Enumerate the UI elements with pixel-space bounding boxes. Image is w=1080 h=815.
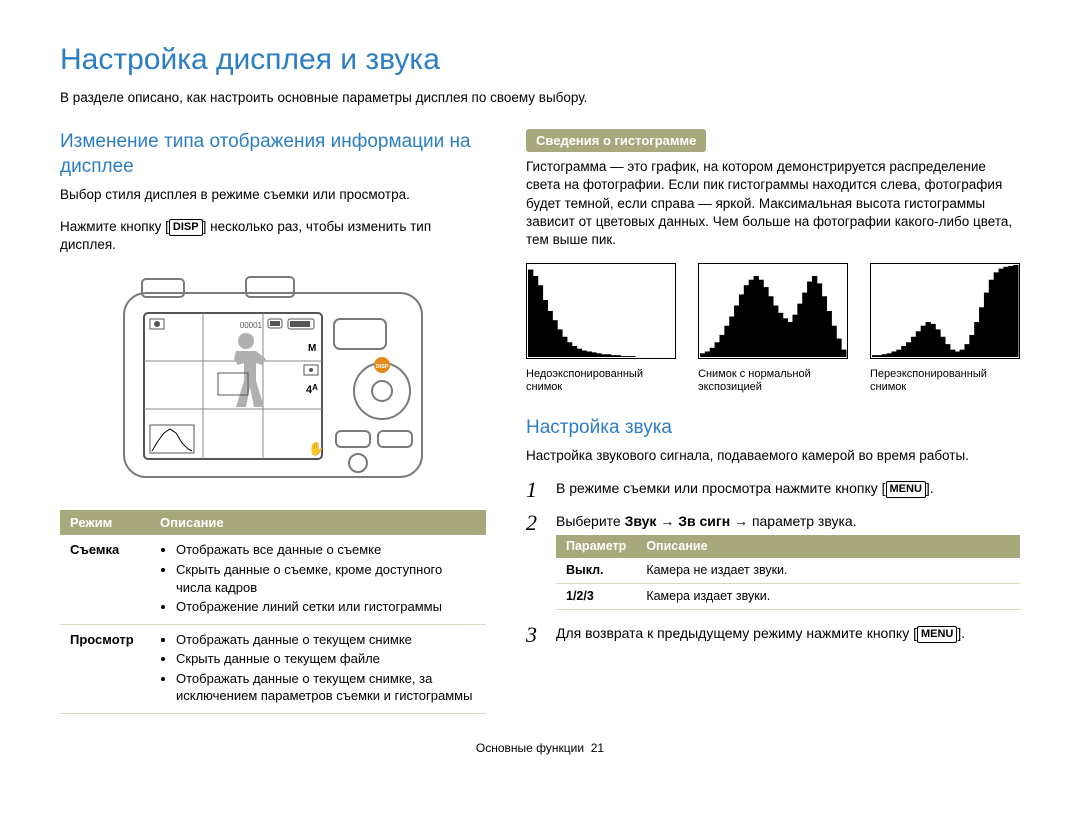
sound-steps: В режиме съемки или просмотра нажмите кн… <box>526 479 1020 642</box>
mode-table: Режим Описание Съемка Отображать все дан… <box>60 510 486 714</box>
page-intro: В разделе описано, как настроить основны… <box>60 89 1020 107</box>
svg-text:✋: ✋ <box>308 441 324 456</box>
path-beep: Зв сигн <box>678 513 730 529</box>
param-header-p: Параметр <box>556 535 636 558</box>
histogram-overexposed: Переэкспонированный снимок <box>870 263 1020 393</box>
mode-label: Съемка <box>60 535 150 624</box>
step-3b: . <box>961 625 965 641</box>
mode-label: Просмотр <box>60 624 150 713</box>
path-param: параметр звука <box>752 513 853 529</box>
histogram-chart <box>698 263 848 359</box>
step-2a: Выберите <box>556 513 625 529</box>
table-row: Съемка Отображать все данные о съемке Ск… <box>60 535 486 624</box>
list-item: Отображать данные о текущем снимке <box>176 631 476 649</box>
histogram-caption: Переэкспонированный снимок <box>870 368 1020 393</box>
camera-illustration: 00001 M 4A ✋ DI <box>60 273 486 488</box>
step-1b: . <box>930 480 934 496</box>
histogram-chart <box>526 263 676 359</box>
param-label: 1/2/3 <box>556 583 636 609</box>
histogram-underexposed: Недоэкспонированный снимок <box>526 263 676 393</box>
histogram-box-title: Сведения о гистограмме <box>526 129 706 153</box>
param-desc: Камера издает звуки. <box>636 583 1020 609</box>
svg-text:DISP: DISP <box>376 364 389 370</box>
step-1a: В режиме съемки или просмотра нажмите кн… <box>556 480 882 496</box>
param-desc: Камера не издает звуки. <box>636 558 1020 583</box>
right-column: Сведения о гистограмме Гистограмма — это… <box>526 129 1020 724</box>
table-row: Выкл. Камера не издает звуки. <box>556 558 1020 583</box>
step-2b: . <box>853 513 857 529</box>
menu-button-label: MENU <box>886 481 926 498</box>
histogram-text: Гистограмма — это график, на котором дем… <box>526 158 1020 249</box>
list-item: Скрыть данные о съемке, кроме доступного… <box>176 561 476 596</box>
param-header-d: Описание <box>636 535 1020 558</box>
table-row: Просмотр Отображать данные о текущем сни… <box>60 624 486 713</box>
param-table: Параметр Описание Выкл. Камера не издает… <box>556 535 1020 610</box>
footer-section: Основные функции <box>476 741 584 755</box>
histogram-caption: Снимок с нормальной экспозицией <box>698 368 848 393</box>
list-item: Скрыть данные о текущем файле <box>176 650 476 668</box>
page-footer: Основные функции 21 <box>60 740 1020 756</box>
list-item: Отображать все данные о съемке <box>176 541 476 559</box>
left-heading: Изменение типа отображения информации на… <box>60 129 486 180</box>
histogram-chart <box>870 263 1020 359</box>
disp-step: Нажмите кнопку [DISP] несколько раз, что… <box>60 218 486 254</box>
list-item: Отображать данные о текущем снимке, за и… <box>176 670 476 705</box>
sound-desc: Настройка звукового сигнала, подаваемого… <box>526 447 1020 465</box>
histogram-caption: Недоэкспонированный снимок <box>526 368 676 393</box>
svg-text:M: M <box>308 343 316 354</box>
footer-page: 21 <box>591 741 604 755</box>
table-row: 1/2/3 Камера издает звуки. <box>556 583 1020 609</box>
step-1: В режиме съемки или просмотра нажмите кн… <box>526 479 1020 498</box>
disp-button-label: DISP <box>169 219 203 236</box>
step-3a: Для возврата к предыдущему режиму нажмит… <box>556 625 913 641</box>
left-desc: Выбор стиля дисплея в режиме съемки или … <box>60 186 486 204</box>
param-label: Выкл. <box>556 558 636 583</box>
mode-table-header-mode: Режим <box>60 510 150 536</box>
histogram-normal: Снимок с нормальной экспозицией <box>698 263 848 393</box>
svg-text:00001: 00001 <box>240 321 263 330</box>
list-item: Отображение линий сетки или гистограммы <box>176 598 476 616</box>
step-3: Для возврата к предыдущему режиму нажмит… <box>526 624 1020 643</box>
mode-table-header-desc: Описание <box>150 510 486 536</box>
step-2: Выберите Звук → Зв сигн → параметр звука… <box>526 512 1020 610</box>
left-column: Изменение типа отображения информации на… <box>60 129 486 724</box>
disp-step-a: Нажмите кнопку <box>60 219 165 234</box>
path-sound: Звук <box>625 513 657 529</box>
sound-heading: Настройка звука <box>526 415 1020 441</box>
page-title: Настройка дисплея и звука <box>60 40 1020 81</box>
histogram-row: Недоэкспонированный снимок Снимок с норм… <box>526 263 1020 393</box>
menu-button-label: MENU <box>917 626 957 643</box>
